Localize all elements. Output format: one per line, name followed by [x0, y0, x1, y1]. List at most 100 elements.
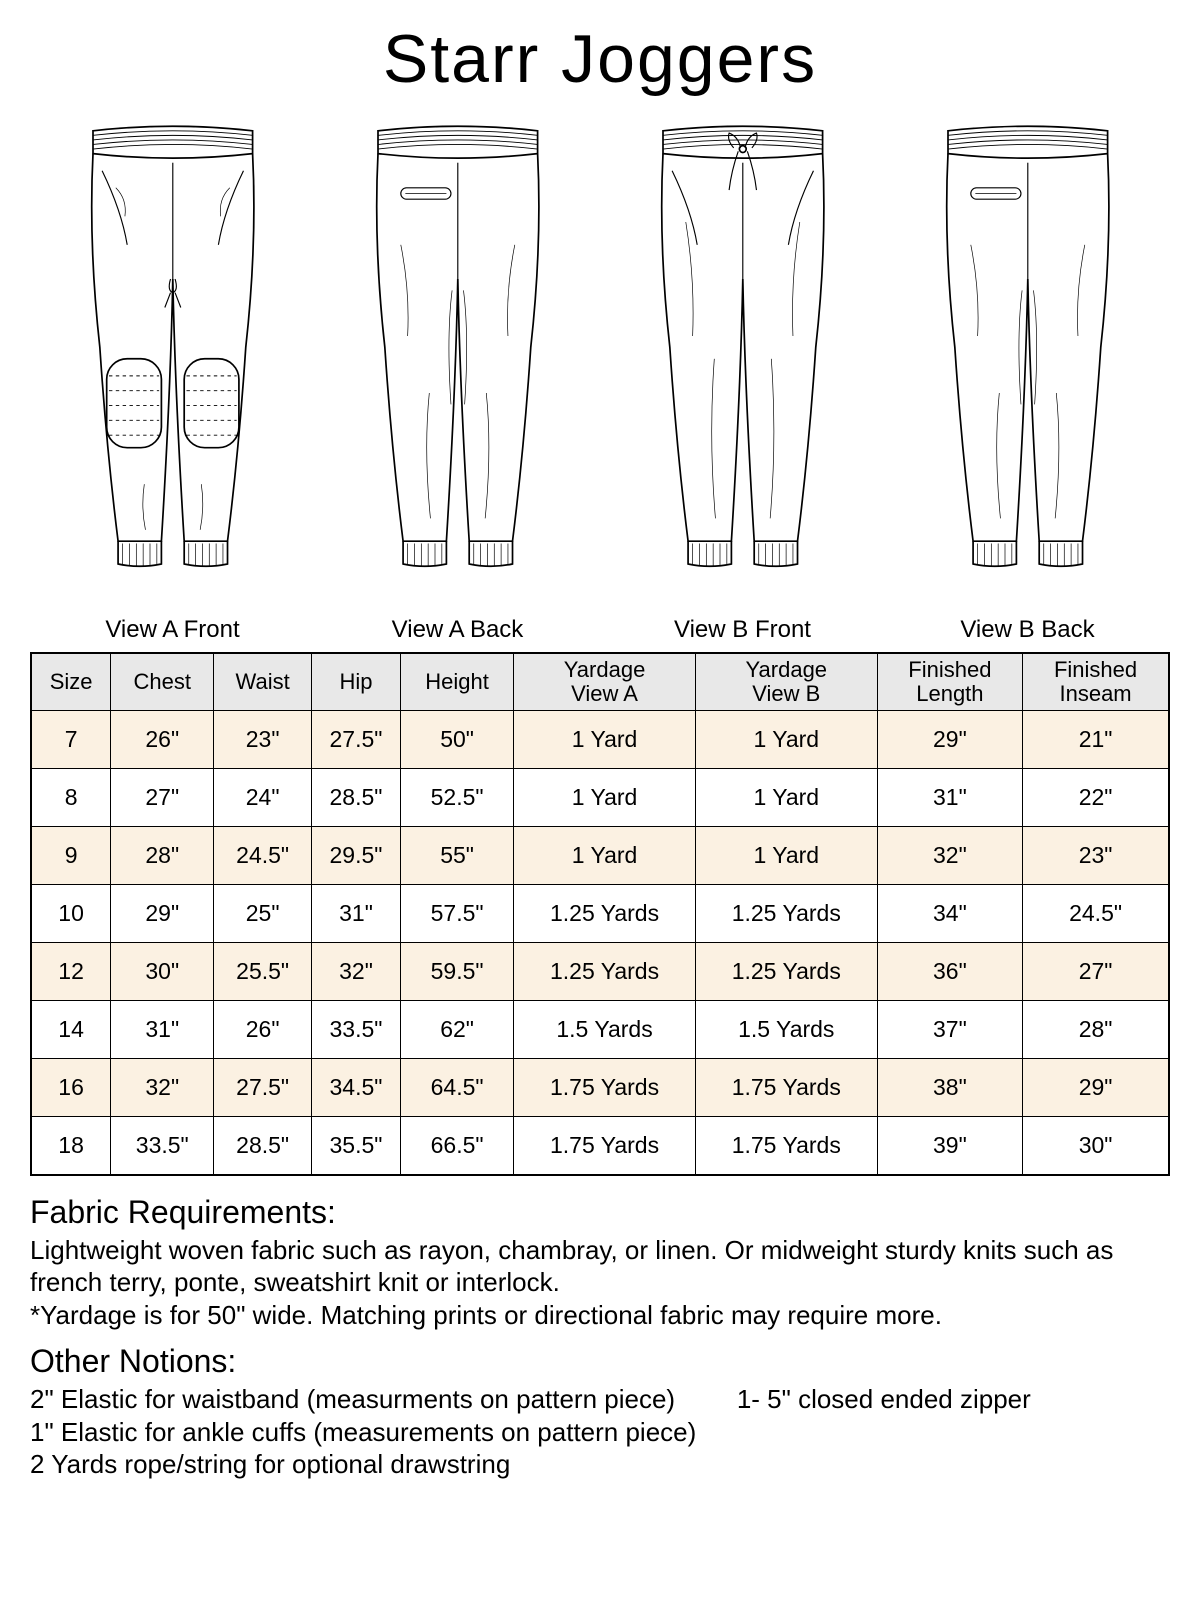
table-cell: 23" — [214, 711, 312, 769]
view-a-back: View A Back — [321, 108, 595, 644]
table-cell: 32" — [877, 827, 1022, 885]
column-header: Hip — [311, 653, 400, 711]
table-cell: 59.5" — [400, 943, 513, 1001]
table-cell: 29" — [877, 711, 1022, 769]
table-cell: 33.5" — [111, 1117, 214, 1175]
table-cell: 1.75 Yards — [695, 1059, 877, 1117]
column-header: YardageView A — [514, 653, 696, 711]
table-cell: 18 — [31, 1117, 111, 1175]
table-cell: 1 Yard — [514, 827, 696, 885]
table-cell: 66.5" — [400, 1117, 513, 1175]
table-cell: 7 — [31, 711, 111, 769]
table-cell: 30" — [1023, 1117, 1169, 1175]
table-cell: 34" — [877, 885, 1022, 943]
view-label: View B Front — [674, 616, 811, 644]
table-cell: 62" — [400, 1001, 513, 1059]
table-cell: 31" — [877, 769, 1022, 827]
table-cell: 22" — [1023, 769, 1169, 827]
table-cell: 27" — [1023, 943, 1169, 1001]
table-cell: 1.25 Yards — [514, 885, 696, 943]
notion-item: 1" Elastic for ankle cuffs (measurements… — [30, 1416, 737, 1449]
column-header: Size — [31, 653, 111, 711]
table-cell: 24.5" — [214, 827, 312, 885]
table-cell: 55" — [400, 827, 513, 885]
table-row: 827"24"28.5"52.5"1 Yard1 Yard31"22" — [31, 769, 1169, 827]
column-header: YardageView B — [695, 653, 877, 711]
jogger-illustration-a-back — [321, 108, 595, 610]
table-header: SizeChestWaistHipHeightYardageView AYard… — [31, 653, 1169, 711]
table-cell: 1.75 Yards — [695, 1117, 877, 1175]
fabric-req-line: *Yardage is for 50" wide. Matching print… — [30, 1299, 1170, 1332]
table-cell: 1.25 Yards — [514, 943, 696, 1001]
table-cell: 50" — [400, 711, 513, 769]
table-cell: 34.5" — [311, 1059, 400, 1117]
view-b-front: View B Front — [606, 108, 880, 644]
table-cell: 35.5" — [311, 1117, 400, 1175]
table-cell: 27.5" — [214, 1059, 312, 1117]
column-header: FinishedLength — [877, 653, 1022, 711]
table-cell: 26" — [214, 1001, 312, 1059]
table-cell: 64.5" — [400, 1059, 513, 1117]
table-cell: 29" — [111, 885, 214, 943]
table-cell: 28" — [111, 827, 214, 885]
table-row: 1833.5"28.5"35.5"66.5"1.75 Yards1.75 Yar… — [31, 1117, 1169, 1175]
fabric-req-line: Lightweight woven fabric such as rayon, … — [30, 1234, 1170, 1299]
table-cell: 1 Yard — [514, 769, 696, 827]
table-cell: 39" — [877, 1117, 1022, 1175]
view-a-front: View A Front — [36, 108, 310, 644]
table-cell: 28.5" — [214, 1117, 312, 1175]
table-row: 1431"26"33.5"62"1.5 Yards1.5 Yards37"28" — [31, 1001, 1169, 1059]
table-cell: 23" — [1023, 827, 1169, 885]
table-cell: 31" — [111, 1001, 214, 1059]
table-cell: 25" — [214, 885, 312, 943]
table-cell: 27" — [111, 769, 214, 827]
table-cell: 1 Yard — [695, 769, 877, 827]
table-cell: 1.5 Yards — [514, 1001, 696, 1059]
notion-item: 1- 5" closed ended zipper — [737, 1383, 1170, 1416]
table-cell: 1 Yard — [514, 711, 696, 769]
view-label: View A Back — [392, 616, 524, 644]
table-cell: 29" — [1023, 1059, 1169, 1117]
table-cell: 26" — [111, 711, 214, 769]
jogger-illustration-b-back — [891, 108, 1165, 610]
table-row: 1029"25"31"57.5"1.25 Yards1.25 Yards34"2… — [31, 885, 1169, 943]
table-cell: 32" — [311, 943, 400, 1001]
table-cell: 28" — [1023, 1001, 1169, 1059]
notes-section: Fabric Requirements: Lightweight woven f… — [30, 1192, 1170, 1481]
table-cell: 32" — [111, 1059, 214, 1117]
view-b-back: View B Back — [891, 108, 1165, 644]
table-cell: 52.5" — [400, 769, 513, 827]
table-cell: 1.25 Yards — [695, 885, 877, 943]
table-cell: 33.5" — [311, 1001, 400, 1059]
table-cell: 57.5" — [400, 885, 513, 943]
column-header: Chest — [111, 653, 214, 711]
size-chart-table: SizeChestWaistHipHeightYardageView AYard… — [30, 652, 1170, 1176]
table-cell: 10 — [31, 885, 111, 943]
table-cell: 21" — [1023, 711, 1169, 769]
page-title: Starr Joggers — [30, 20, 1170, 98]
table-cell: 9 — [31, 827, 111, 885]
table-cell: 16 — [31, 1059, 111, 1117]
jogger-illustration-b-front — [606, 108, 880, 610]
column-header: Waist — [214, 653, 312, 711]
table-cell: 29.5" — [311, 827, 400, 885]
table-cell: 1.5 Yards — [695, 1001, 877, 1059]
table-cell: 25.5" — [214, 943, 312, 1001]
view-label: View A Front — [105, 616, 239, 644]
table-cell: 28.5" — [311, 769, 400, 827]
table-cell: 14 — [31, 1001, 111, 1059]
table-cell: 36" — [877, 943, 1022, 1001]
table-cell: 8 — [31, 769, 111, 827]
table-cell: 1.75 Yards — [514, 1059, 696, 1117]
jogger-illustration-a-front — [36, 108, 310, 610]
table-cell: 24.5" — [1023, 885, 1169, 943]
column-header: FinishedInseam — [1023, 653, 1169, 711]
table-cell: 38" — [877, 1059, 1022, 1117]
table-row: 1230"25.5"32"59.5"1.25 Yards1.25 Yards36… — [31, 943, 1169, 1001]
views-row: View A Front — [30, 108, 1170, 644]
other-notions-title: Other Notions: — [30, 1341, 1170, 1381]
table-cell: 1.75 Yards — [514, 1117, 696, 1175]
notion-item: 2 Yards rope/string for optional drawstr… — [30, 1448, 737, 1481]
table-cell: 27.5" — [311, 711, 400, 769]
column-header: Height — [400, 653, 513, 711]
